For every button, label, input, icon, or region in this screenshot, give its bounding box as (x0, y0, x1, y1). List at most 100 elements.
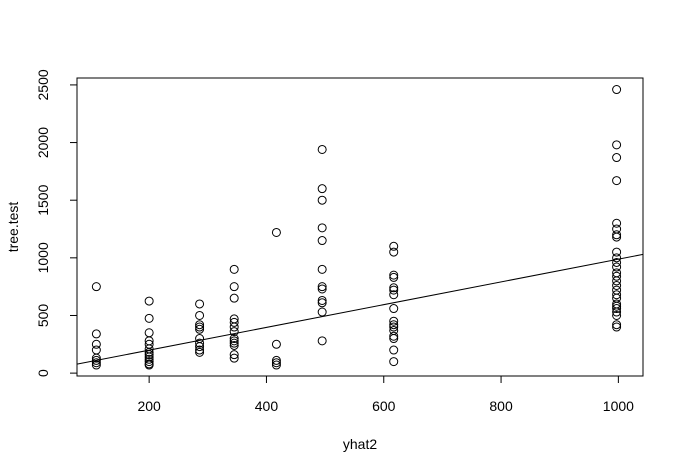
data-point (229, 327, 239, 337)
data-point (612, 276, 622, 286)
data-point (612, 232, 622, 242)
data-point (271, 339, 281, 349)
data-point (389, 320, 399, 330)
data-point (389, 304, 399, 314)
data-point (144, 354, 154, 364)
data-point (612, 281, 622, 291)
data-point (144, 313, 154, 323)
data-point (229, 353, 239, 363)
data-point (612, 285, 622, 295)
data-point (389, 331, 399, 341)
data-point (91, 353, 101, 363)
data-point (229, 350, 239, 360)
data-point (91, 358, 101, 368)
data-point (144, 347, 154, 357)
data-point (229, 336, 239, 346)
data-point (612, 218, 622, 228)
data-point (389, 316, 399, 326)
x-tick-label: 800 (489, 398, 513, 414)
plot-box (76, 77, 644, 377)
data-point (317, 195, 327, 205)
data-point (389, 283, 399, 293)
y-tick-label: 1000 (35, 242, 51, 273)
x-axis: 200 400 600 800 1000 (137, 375, 634, 414)
data-point (612, 301, 622, 311)
data-point (144, 360, 154, 370)
data-point (389, 345, 399, 355)
data-point (91, 355, 101, 365)
data-point (612, 322, 622, 332)
data-point (317, 295, 327, 305)
y-axis-label: tree.test (5, 202, 21, 253)
data-point (195, 342, 205, 352)
data-point (144, 328, 154, 338)
data-point (195, 322, 205, 332)
data-point (389, 290, 399, 300)
y-tick-label: 2500 (35, 69, 51, 100)
y-tick-label: 500 (35, 304, 51, 328)
data-point (612, 230, 622, 240)
y-tick-label: 1500 (35, 184, 51, 215)
data-point (271, 358, 281, 368)
data-point (195, 347, 205, 357)
data-point (612, 262, 622, 272)
x-tick-label: 600 (372, 398, 396, 414)
x-axis-label: yhat2 (343, 436, 377, 452)
regression-line-group (76, 253, 644, 365)
data-point (229, 334, 239, 344)
data-point (317, 236, 327, 246)
data-point (317, 144, 327, 154)
data-point (612, 304, 622, 314)
data-point (195, 345, 205, 355)
y-axis: 0 500 1000 1500 2000 2500 (35, 69, 78, 377)
data-point (389, 272, 399, 282)
data-point (389, 322, 399, 332)
data-point (229, 264, 239, 274)
data-point (195, 299, 205, 309)
data-point (229, 340, 239, 350)
regression-line (76, 253, 644, 365)
data-point (389, 241, 399, 251)
data-point (317, 336, 327, 346)
data-point (317, 307, 327, 317)
data-point (91, 329, 101, 339)
y-tick-label: 0 (35, 369, 51, 377)
data-point (229, 282, 239, 292)
data-point (612, 153, 622, 163)
data-point (144, 296, 154, 306)
data-point (229, 322, 239, 332)
data-point (229, 317, 239, 327)
data-point (195, 324, 205, 334)
x-tick-label: 400 (255, 398, 279, 414)
data-point (91, 339, 101, 349)
data-point (195, 338, 205, 348)
x-tick-label: 200 (137, 398, 161, 414)
data-point (389, 270, 399, 280)
data-points (91, 85, 622, 370)
data-point (195, 320, 205, 330)
data-point (317, 284, 327, 294)
data-point (271, 227, 281, 237)
data-point (612, 247, 622, 257)
x-tick-label: 1000 (603, 398, 634, 414)
data-point (91, 282, 101, 292)
data-point (389, 357, 399, 367)
data-point (389, 247, 399, 257)
data-point (612, 253, 622, 263)
data-point (195, 310, 205, 320)
data-point (317, 223, 327, 233)
data-point (229, 293, 239, 303)
data-point (91, 345, 101, 355)
data-point (229, 338, 239, 348)
data-point (612, 271, 622, 281)
data-point (317, 264, 327, 274)
data-point (317, 282, 327, 292)
data-point (612, 257, 622, 267)
data-point (271, 355, 281, 365)
data-point (317, 184, 327, 194)
data-point (612, 320, 622, 330)
data-point (612, 85, 622, 95)
data-point (389, 285, 399, 295)
data-point (91, 360, 101, 370)
data-point (612, 140, 622, 150)
